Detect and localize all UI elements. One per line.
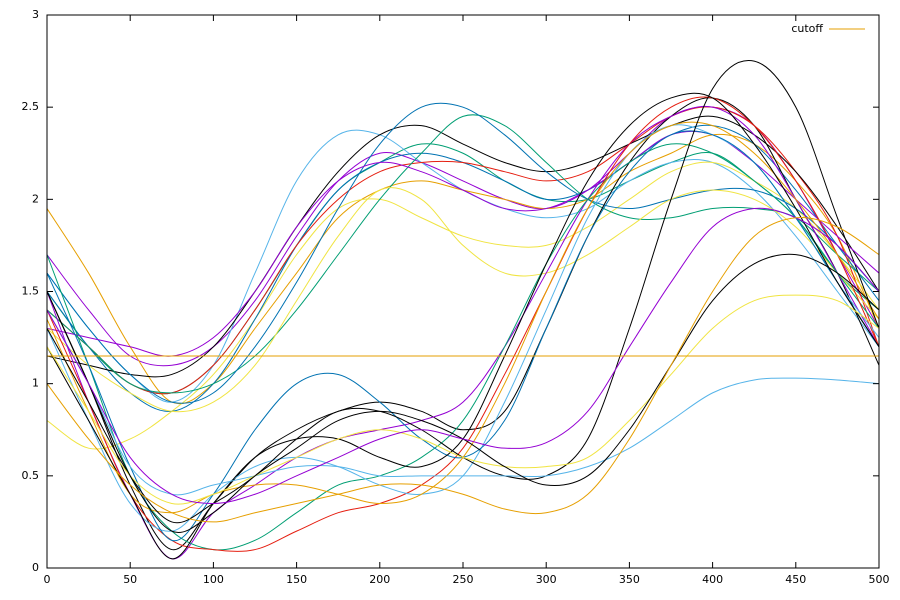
curve — [47, 102, 879, 404]
y-tick-label: 2 — [32, 192, 39, 205]
x-tick-label: 100 — [203, 573, 224, 586]
curve — [47, 97, 879, 551]
x-tick-label: 50 — [123, 573, 137, 586]
curve — [47, 130, 879, 357]
curve — [47, 105, 879, 560]
curve — [47, 133, 879, 405]
x-tick-label: 400 — [702, 573, 723, 586]
curve — [47, 207, 879, 504]
curve — [47, 114, 879, 394]
curve — [47, 106, 879, 395]
curve — [47, 124, 879, 532]
y-tick-label: 1 — [32, 377, 39, 390]
legend-label: cutoff — [791, 22, 823, 35]
curve — [47, 59, 879, 524]
y-tick-label: 0.5 — [22, 469, 40, 482]
curve — [47, 143, 879, 551]
curve — [47, 161, 879, 450]
curve — [47, 124, 879, 412]
curve — [47, 130, 879, 542]
x-tick-label: 350 — [619, 573, 640, 586]
x-tick-label: 150 — [286, 573, 307, 586]
y-tick-label: 0 — [32, 561, 39, 574]
curve — [47, 92, 879, 560]
x-tick-label: 250 — [453, 573, 474, 586]
curve — [47, 187, 879, 413]
plot-area — [47, 59, 879, 560]
curve — [47, 129, 879, 403]
curve — [47, 253, 879, 533]
curve — [47, 216, 879, 523]
x-tick-label: 500 — [869, 573, 890, 586]
y-tick-label: 3 — [32, 8, 39, 21]
x-tick-label: 0 — [44, 573, 51, 586]
y-tick-label: 2.5 — [22, 100, 40, 113]
y-tick-label: 1.5 — [22, 285, 40, 298]
x-tick-label: 450 — [785, 573, 806, 586]
curve — [47, 115, 879, 378]
x-tick-label: 300 — [536, 573, 557, 586]
plot-frame — [46, 14, 880, 569]
x-tick-label: 200 — [369, 573, 390, 586]
curve — [47, 294, 879, 505]
curve — [47, 96, 879, 552]
